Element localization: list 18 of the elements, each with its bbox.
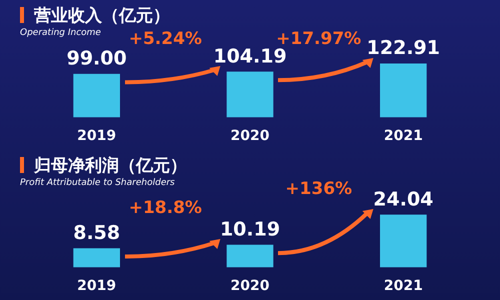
chart-subtitle: Profit Attributable to Shareholders [20,178,176,188]
text: +5.24% [128,28,202,49]
x-tick-label: 2021 [384,278,423,294]
chart-title: 归母净利润（亿元） [33,155,187,177]
data-label: 10.19 [220,218,280,240]
x-tick-label: 2019 [77,278,116,294]
x-tick-label: 2020 [230,278,270,294]
x-tick-label: 2020 [230,128,270,144]
x-tick-label: 2019 [77,128,116,144]
data-label: 99.00 [66,48,127,70]
chart-subtitle: Operating Income [20,28,101,38]
annotation: +18.8% [128,198,202,218]
data-label: 122.91 [366,37,440,60]
chart-title: 营业收入（亿元） [33,5,170,27]
text: +136% [285,178,352,199]
data-label: 8.58 [73,222,120,244]
x-tick-label: 2021 [384,128,423,144]
data-label: 24.04 [373,188,434,210]
